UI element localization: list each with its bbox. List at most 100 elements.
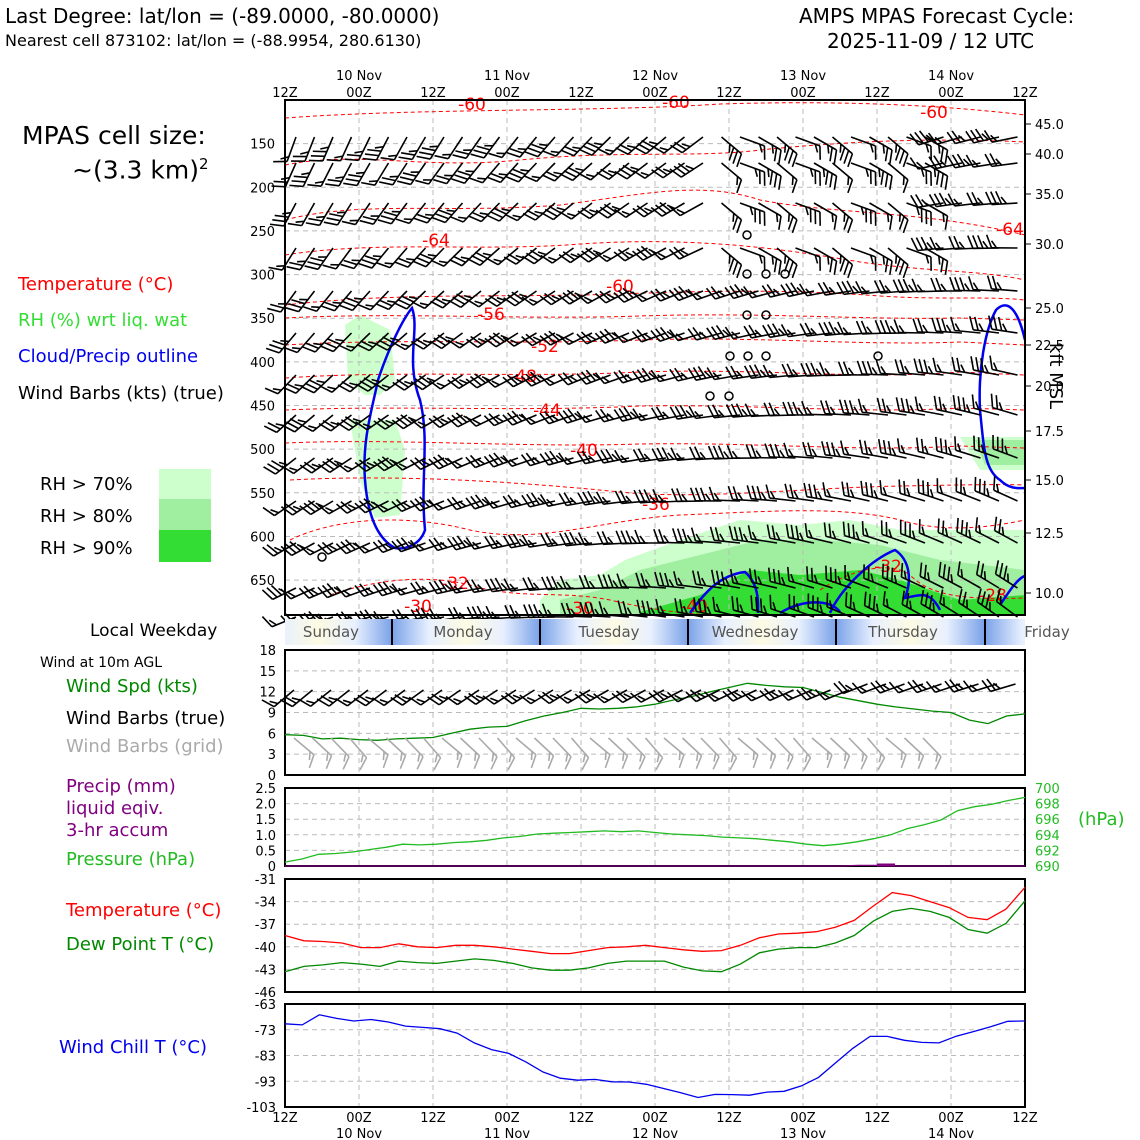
barb-flag xyxy=(330,263,340,266)
wind-barb xyxy=(951,356,981,376)
barb-flag xyxy=(653,528,660,543)
barb-flag xyxy=(930,277,937,292)
wind-barb xyxy=(431,202,464,224)
barb-staff xyxy=(459,737,481,757)
barb-flag xyxy=(404,380,413,386)
barb-flag xyxy=(541,576,549,590)
wind-barb xyxy=(924,162,949,190)
wind-barb xyxy=(653,528,685,544)
barb-flag xyxy=(934,756,942,770)
barb-flag xyxy=(343,182,358,187)
barb-flag xyxy=(474,300,484,305)
barb-flag xyxy=(855,320,863,335)
barb-flag xyxy=(489,535,499,548)
barb-flag xyxy=(272,388,282,391)
barb-flag xyxy=(946,155,956,169)
time-tick-label-bottom: 00Z xyxy=(494,1111,520,1126)
wind-barb xyxy=(804,523,833,544)
wind-barb xyxy=(671,528,704,544)
isotherm-label: -60 xyxy=(662,93,690,113)
barb-flag xyxy=(380,504,389,511)
barb-flag xyxy=(668,289,680,301)
wind-barb xyxy=(504,202,538,222)
legend-rh80-label: RH > 80% xyxy=(40,506,133,527)
barb-flag xyxy=(983,364,989,374)
barb-flag xyxy=(270,508,279,514)
barb-staff xyxy=(461,247,482,267)
barb-flag xyxy=(843,261,850,275)
barb-flag xyxy=(736,370,744,378)
barb-flag xyxy=(648,494,656,503)
barb-staff xyxy=(571,202,593,220)
wind-barb xyxy=(486,202,519,222)
barb-flag xyxy=(289,540,301,552)
barb-flag xyxy=(778,175,782,190)
barb-flag xyxy=(738,527,744,542)
barb-flag xyxy=(600,168,614,177)
barb-flag xyxy=(676,528,683,543)
wind-barb xyxy=(802,441,833,459)
barb-flag xyxy=(787,216,794,230)
wind-barb xyxy=(860,480,889,502)
barb-flag xyxy=(948,236,956,250)
barb-flag xyxy=(662,411,670,419)
barb-flag xyxy=(759,690,771,702)
barb-flag xyxy=(728,258,735,272)
barb-flag xyxy=(434,154,449,160)
wind-barb xyxy=(291,136,316,162)
barb-flag xyxy=(475,694,485,700)
barb-flag xyxy=(996,281,1003,291)
barb-flag xyxy=(904,521,907,536)
barb-flag xyxy=(900,397,906,412)
time-tick-label-bottom: 12Z xyxy=(716,1111,742,1126)
wind-barb xyxy=(502,533,537,549)
barb-staff xyxy=(515,737,537,756)
wind-barb xyxy=(758,162,782,190)
barb-flag xyxy=(888,681,900,694)
barb-flag xyxy=(938,144,941,154)
barb-flag xyxy=(540,211,554,221)
barb-flag xyxy=(833,215,838,230)
barb-flag xyxy=(779,449,786,458)
wind-barb xyxy=(690,527,722,544)
barb-flag xyxy=(482,695,495,705)
barb-flag xyxy=(291,298,305,305)
barb-flag xyxy=(352,417,362,423)
barb-flag xyxy=(689,689,702,700)
barb-flag xyxy=(303,461,317,471)
barb-flag xyxy=(470,335,483,346)
wind-barb xyxy=(502,454,537,468)
barb-flag xyxy=(925,680,936,693)
barb-flag xyxy=(599,206,613,216)
wind-barb xyxy=(743,364,778,379)
barb-flag xyxy=(438,209,453,216)
barb-flag xyxy=(410,582,420,595)
barb-flag xyxy=(712,372,720,380)
wind-barb-grid xyxy=(848,737,868,770)
isotherm-line xyxy=(284,441,1026,449)
barb-flag xyxy=(872,596,876,611)
barb-flag xyxy=(484,298,498,307)
wind-barb xyxy=(764,443,796,459)
barb-flag xyxy=(637,143,651,152)
barb-flag xyxy=(709,526,715,541)
barb-staff xyxy=(679,202,704,217)
barb-flag xyxy=(416,155,431,160)
barb-flag xyxy=(869,143,874,153)
barb-flag xyxy=(958,241,966,250)
barb-flag xyxy=(318,256,327,258)
barb-flag xyxy=(933,395,938,410)
pressure-axis-label: 692 xyxy=(1035,844,1060,859)
barb-flag xyxy=(1004,445,1008,455)
barb-flag xyxy=(417,421,427,427)
barb-staff xyxy=(869,247,893,262)
barb-flag xyxy=(829,567,832,582)
barb-flag xyxy=(931,317,937,332)
barb-flag xyxy=(878,168,881,178)
barb-flag xyxy=(557,374,569,386)
barb-flag xyxy=(731,450,739,459)
barb-flag xyxy=(469,375,482,386)
barb-flag xyxy=(419,253,434,261)
barb-flag xyxy=(368,180,378,183)
